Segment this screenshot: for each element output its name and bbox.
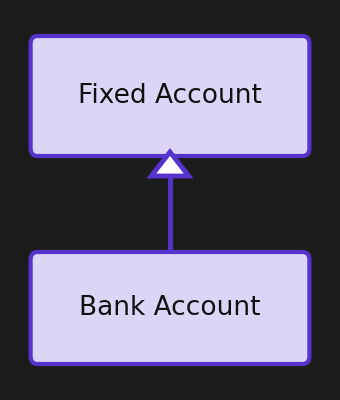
Text: Fixed Account: Fixed Account bbox=[78, 83, 262, 109]
Text: Bank Account: Bank Account bbox=[79, 295, 261, 321]
Polygon shape bbox=[151, 152, 189, 176]
FancyBboxPatch shape bbox=[31, 36, 309, 156]
FancyBboxPatch shape bbox=[31, 252, 309, 364]
